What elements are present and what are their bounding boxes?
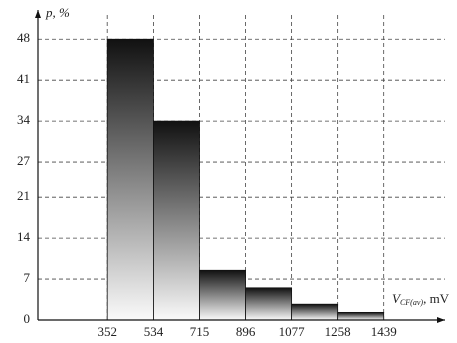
x-tick-label: 1258 [325, 324, 351, 339]
y-tick-label: 21 [17, 188, 30, 203]
x-label-unit: , mV [423, 291, 450, 306]
x-tick-label: 896 [236, 324, 256, 339]
x-label-main: V [392, 291, 402, 306]
x-axis-label: VCF(av), mV [392, 291, 450, 307]
y-tick-label: 41 [17, 71, 30, 86]
y-tick-label: 14 [17, 229, 31, 244]
x-tick-label: 352 [97, 324, 117, 339]
y-tick-label: 34 [17, 112, 31, 127]
y-tick-label: 48 [17, 30, 30, 45]
y-axis-arrow [35, 10, 41, 18]
bar [337, 311, 385, 321]
x-tick-label: 1077 [279, 324, 306, 339]
y-tick-label: 27 [17, 153, 31, 168]
x-tick-label: 1439 [371, 324, 397, 339]
x-axis-arrow [437, 317, 445, 323]
x-label-sub: CF(av) [400, 298, 423, 307]
y-tick-label: 7 [24, 270, 31, 285]
x-tick-label: 534 [144, 324, 164, 339]
bar [153, 120, 200, 321]
bar [199, 269, 246, 321]
bar [245, 287, 293, 321]
y-axis-label: p, % [45, 5, 70, 20]
x-tick-label: 715 [190, 324, 210, 339]
bar [106, 38, 154, 321]
bar [291, 303, 339, 321]
y-tick-label: 0 [24, 311, 31, 326]
